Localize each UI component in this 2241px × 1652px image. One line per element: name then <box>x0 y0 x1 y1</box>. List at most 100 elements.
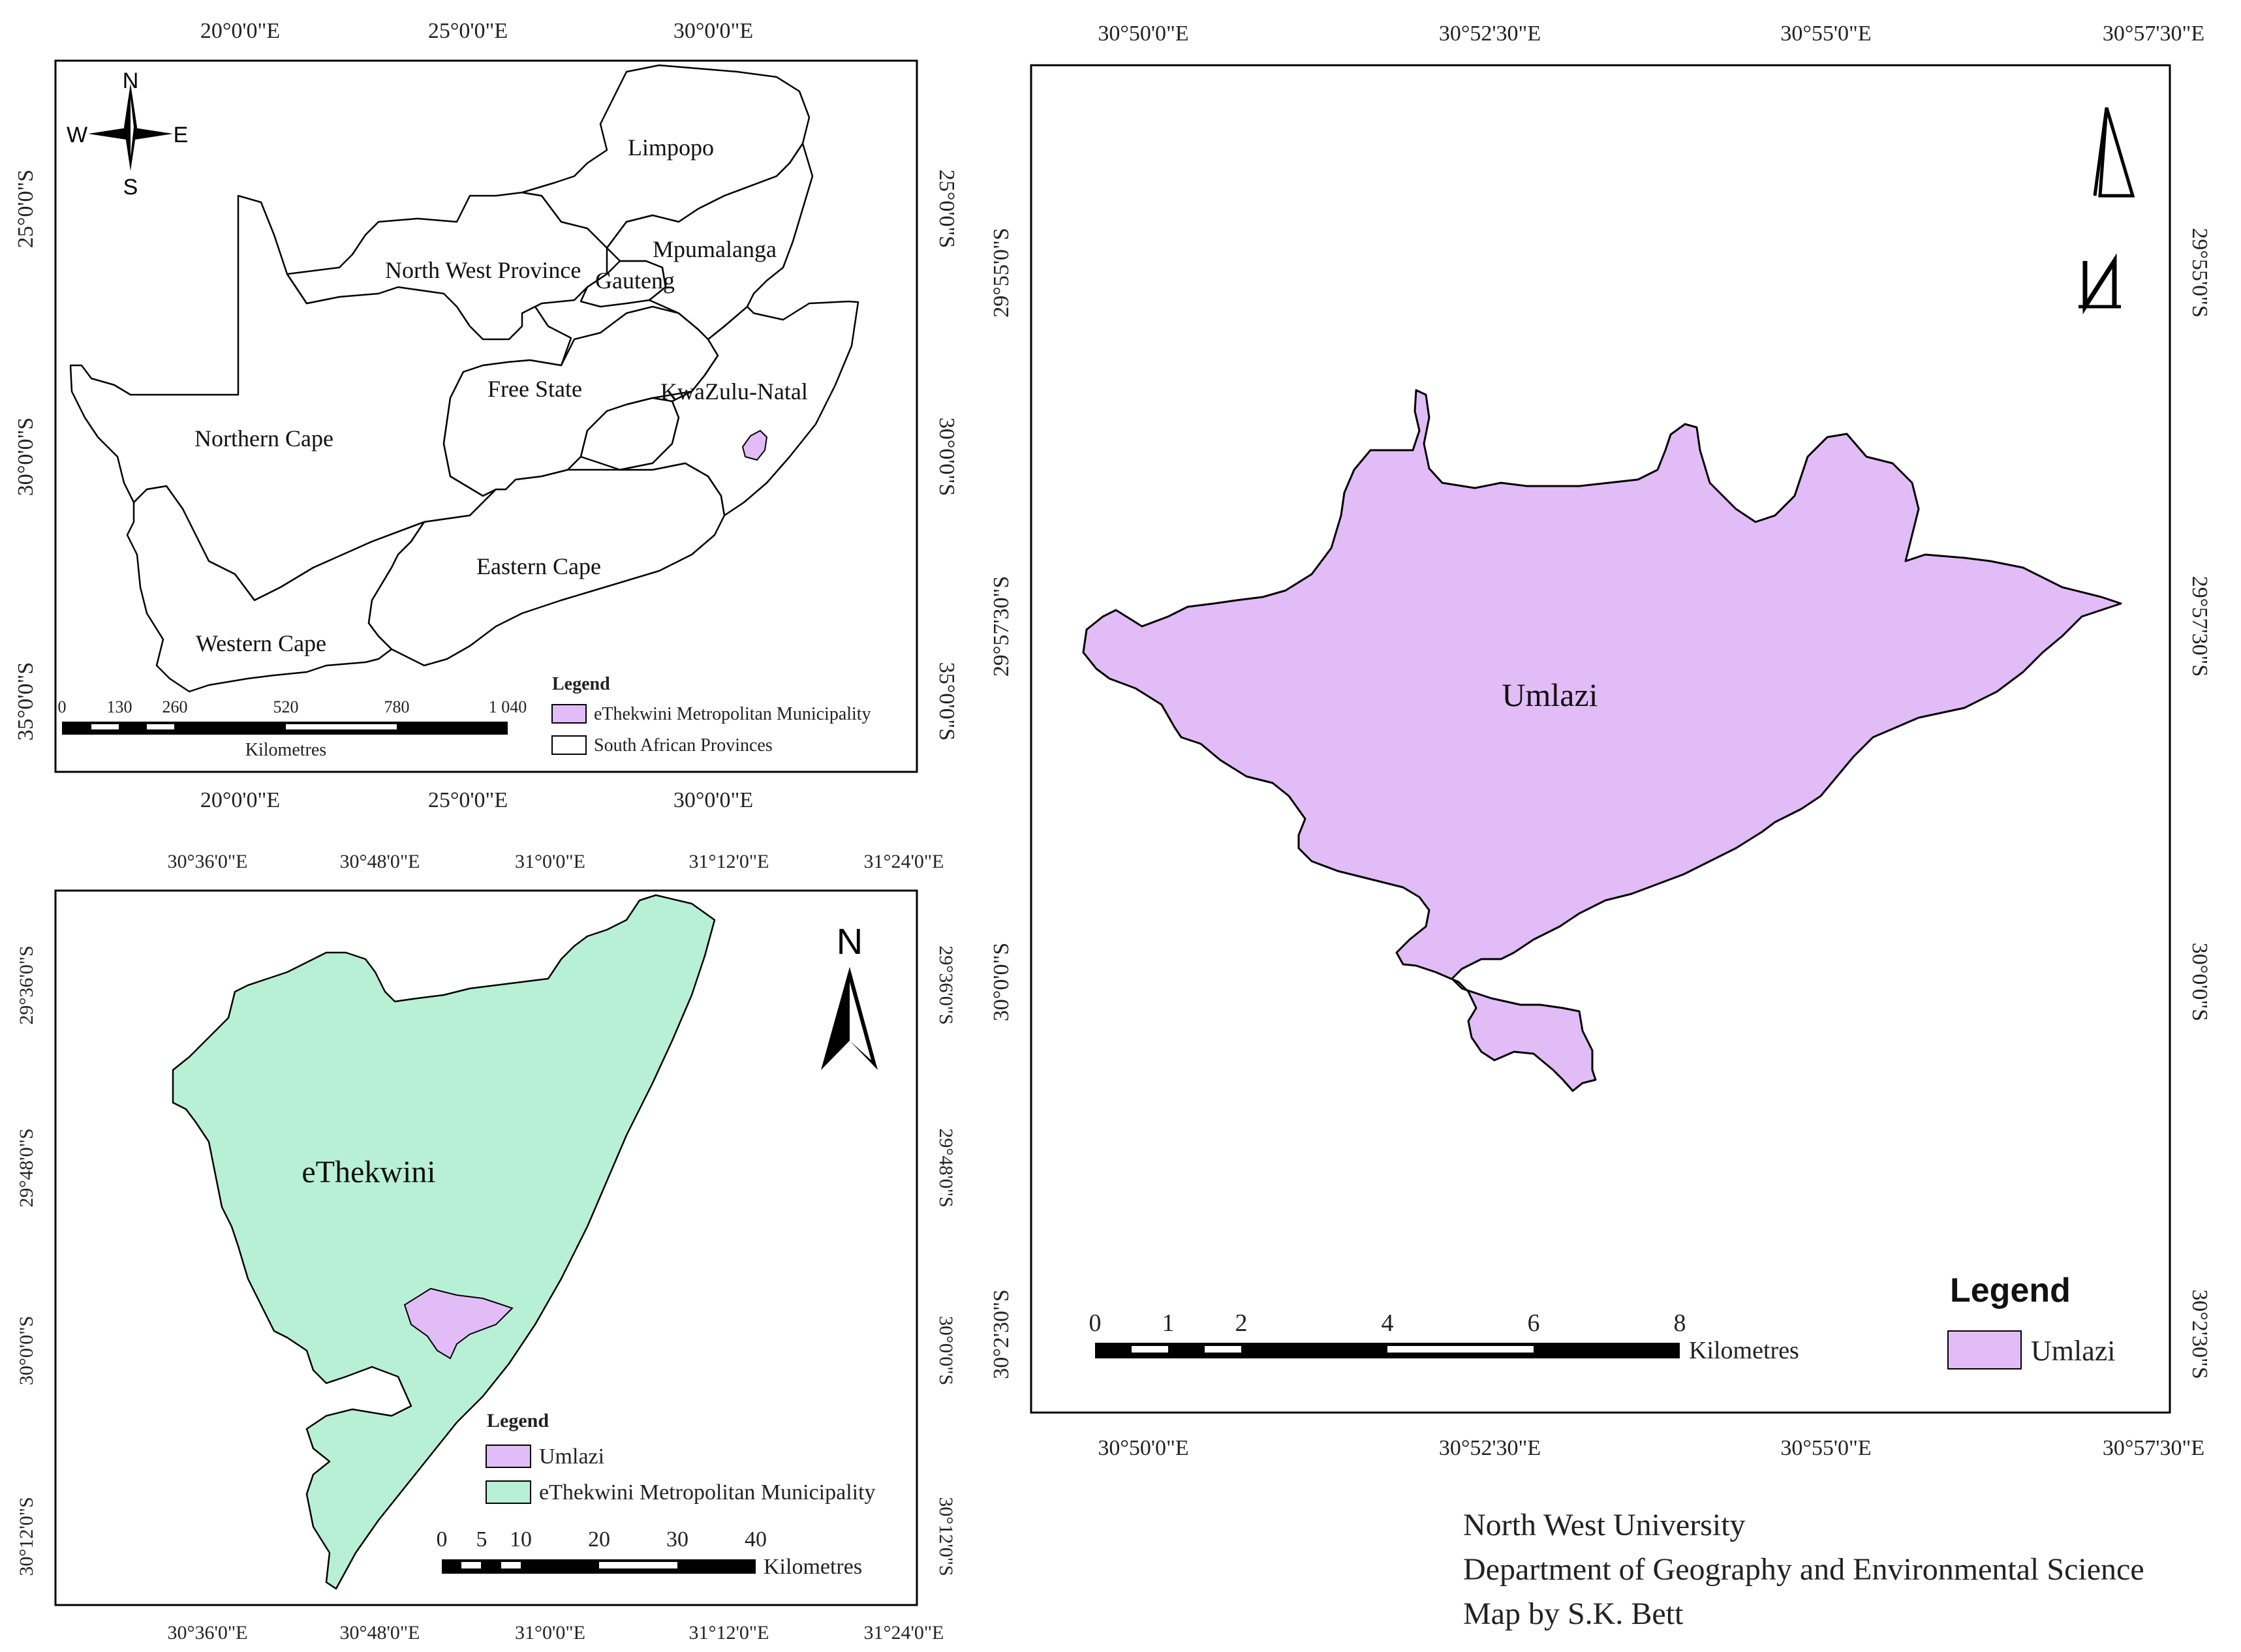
credit-author: Map by S.K. Bett <box>1463 1597 1684 1631</box>
umlazi-legend: Legend Umlazi <box>1947 1272 2116 1369</box>
compass-s: S <box>123 175 138 200</box>
eth-scale-unit: Kilometres <box>764 1555 862 1579</box>
sa-legend-swatch-municipality <box>551 704 587 724</box>
eth-legend-title: Legend <box>487 1410 549 1431</box>
um-left-tick: 29°55'0"S <box>989 228 1013 318</box>
umlazi-area-label: Umlazi <box>1502 677 1598 713</box>
eth-scale-tick: 0 <box>437 1527 448 1552</box>
ethekwini-legend: Legend Umlazi eThekwini Metropolitan Mun… <box>486 1410 876 1505</box>
sa-bottom-tick-20e: 20°0'0"E <box>200 788 280 812</box>
eth-top-tick: 30°48'0"E <box>340 851 420 872</box>
label-north-west-province: North West Province <box>385 257 581 283</box>
sa-legend-item-municipality: eThekwini Metropolitan Municipality <box>594 704 871 724</box>
ethekwini-north-arrow-icon: N <box>821 921 878 1070</box>
label-gauteng: Gauteng <box>595 268 675 294</box>
eth-left-tick: 29°36'0"S <box>16 945 37 1024</box>
eth-bottom-tick: 31°24'0"E <box>864 1622 944 1644</box>
sa-scale-tick: 1 040 <box>489 697 527 716</box>
compass-w: W <box>67 123 87 147</box>
um-scale-tick: 1 <box>1162 1309 1175 1337</box>
um-right-tick: 29°57'30"S <box>2187 576 2212 677</box>
ethekwini-map-frame <box>54 889 918 1606</box>
eth-bottom-tick: 30°48'0"E <box>340 1622 420 1644</box>
um-bottom-tick: 30°57'30"E <box>2103 1436 2204 1460</box>
eth-bottom-tick: 31°12'0"E <box>689 1622 769 1644</box>
um-scale-unit: Kilometres <box>1689 1337 1799 1364</box>
um-top-tick: 30°52'30"E <box>1439 22 1541 46</box>
sa-left-tick-25s: 25°0'0"S <box>14 170 38 249</box>
sa-legend-swatch-provinces <box>551 735 587 755</box>
um-scale-tick: 2 <box>1235 1309 1248 1337</box>
umlazi-in-ethekwini <box>403 1287 514 1360</box>
um-right-tick: 30°2'30"S <box>2187 1289 2212 1379</box>
eth-legend-item-umlazi: Umlazi <box>539 1445 604 1469</box>
sa-scale-tick: 130 <box>107 697 132 716</box>
um-top-tick: 30°50'0"E <box>1098 22 1188 46</box>
sa-bottom-tick-30e: 30°0'0"E <box>673 788 753 812</box>
sa-scale-tick: 780 <box>384 697 410 716</box>
south-africa-panel: 20°0'0"E 25°0'0"E 30°0'0"E 20°0'0"E 25°0… <box>14 19 959 812</box>
label-western-cape: Western Cape <box>196 630 326 656</box>
label-northern-cape: Northern Cape <box>194 425 333 451</box>
sa-bottom-tick-25e: 25°0'0"E <box>428 788 508 812</box>
sa-scale-bar: 0 130 260 520 780 1 040 Kilometres <box>58 697 527 760</box>
sa-right-tick-30s: 30°0'0"S <box>935 418 959 497</box>
eth-left-tick: 30°0'0"S <box>16 1316 37 1385</box>
um-scale-tick: 4 <box>1382 1309 1394 1337</box>
eth-scale-tick: 30 <box>666 1527 688 1552</box>
north-arrow-n: N <box>837 921 863 962</box>
sa-legend-item-provinces: South African Provinces <box>594 735 773 756</box>
province-kwazulu-natal <box>619 300 859 517</box>
compass-n: N <box>123 69 139 93</box>
um-legend-item-umlazi: Umlazi <box>2031 1335 2116 1367</box>
um-legend-swatch-umlazi <box>1947 1330 2022 1369</box>
umlazi-panel: 30°50'0"E 30°52'30"E 30°55'0"E 30°57'30"… <box>989 22 2212 1460</box>
um-top-tick: 30°55'0"E <box>1780 22 1871 46</box>
sa-right-tick-25s: 25°0'0"S <box>935 170 959 249</box>
sa-scale-tick: 260 <box>162 697 188 716</box>
um-bottom-tick: 30°55'0"E <box>1780 1436 1871 1460</box>
label-limpopo: Limpopo <box>628 134 714 161</box>
label-kwazulu-natal: KwaZulu-Natal <box>660 378 808 405</box>
sa-scale-unit: Kilometres <box>245 740 326 760</box>
eth-legend-swatch-municipality <box>486 1480 531 1504</box>
um-left-tick: 29°57'30"S <box>989 576 1013 677</box>
eth-right-tick: 30°0'0"S <box>935 1316 957 1385</box>
um-right-tick: 29°55'0"S <box>2187 228 2212 318</box>
eth-left-tick: 29°48'0"S <box>16 1128 37 1207</box>
label-free-state: Free State <box>487 376 582 402</box>
sa-scale-tick: 0 <box>58 697 67 716</box>
eth-top-tick: 31°0'0"E <box>515 851 585 872</box>
sa-legend: Legend eThekwini Metropolitan Municipali… <box>551 674 871 756</box>
umlazi-scale-bar: 0 1 2 4 6 8 Kilometres <box>1089 1309 1799 1364</box>
sa-top-tick-20e: 20°0'0"E <box>200 19 280 43</box>
umlazi-map-frame <box>1030 64 2171 1414</box>
sa-legend-title: Legend <box>552 674 610 694</box>
sa-left-tick-35s: 35°0'0"S <box>14 662 38 741</box>
ethekwini-area-label: eThekwini <box>301 1155 435 1189</box>
eth-top-tick: 31°24'0"E <box>864 851 944 872</box>
ethekwini-panel: 30°36'0"E 30°48'0"E 31°0'0"E 31°12'0"E 3… <box>16 851 957 1644</box>
compass-e: E <box>174 123 189 147</box>
um-top-tick: 30°57'30"E <box>2103 22 2204 46</box>
compass-rose: N S E W <box>67 69 188 200</box>
label-eastern-cape: Eastern Cape <box>476 553 601 579</box>
um-right-tick: 30°0'0"S <box>2187 943 2212 1022</box>
um-bottom-tick: 30°52'30"E <box>1439 1436 1541 1460</box>
eth-scale-tick: 10 <box>510 1527 532 1552</box>
south-africa-map-frame <box>54 59 918 773</box>
eth-bottom-tick: 30°36'0"E <box>168 1622 248 1644</box>
umlazi-shape <box>1082 389 2122 1092</box>
eth-legend-item-municipality: eThekwini Metropolitan Municipality <box>539 1480 876 1505</box>
sa-top-tick-25e: 25°0'0"E <box>428 19 508 43</box>
eth-bottom-tick: 31°0'0"E <box>515 1622 585 1644</box>
eth-right-tick: 29°48'0"S <box>935 1128 957 1207</box>
um-scale-tick: 8 <box>1674 1309 1686 1337</box>
eth-right-tick: 30°12'0"S <box>935 1497 957 1576</box>
province-mpumalanga <box>606 142 814 341</box>
eth-scale-tick: 40 <box>745 1527 767 1552</box>
um-legend-title: Legend <box>1950 1272 2071 1309</box>
label-mpumalanga: Mpumalanga <box>653 236 777 262</box>
eth-legend-swatch-umlazi <box>486 1445 531 1468</box>
